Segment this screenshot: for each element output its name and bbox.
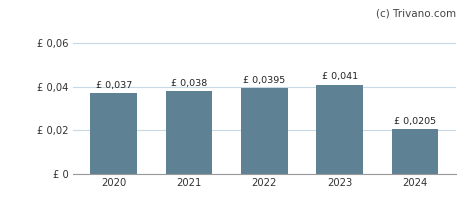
Bar xyxy=(241,88,288,174)
Text: £ 0,041: £ 0,041 xyxy=(321,72,358,81)
Text: £ 0,0205: £ 0,0205 xyxy=(394,117,436,126)
Text: £ 0,0395: £ 0,0395 xyxy=(243,76,285,85)
Text: (c) Trivano.com: (c) Trivano.com xyxy=(376,8,456,18)
Text: £ 0,038: £ 0,038 xyxy=(171,79,207,88)
Bar xyxy=(165,91,212,174)
Bar xyxy=(316,85,363,174)
Text: £ 0,037: £ 0,037 xyxy=(95,81,132,90)
Bar xyxy=(90,93,137,174)
Bar xyxy=(392,129,439,174)
